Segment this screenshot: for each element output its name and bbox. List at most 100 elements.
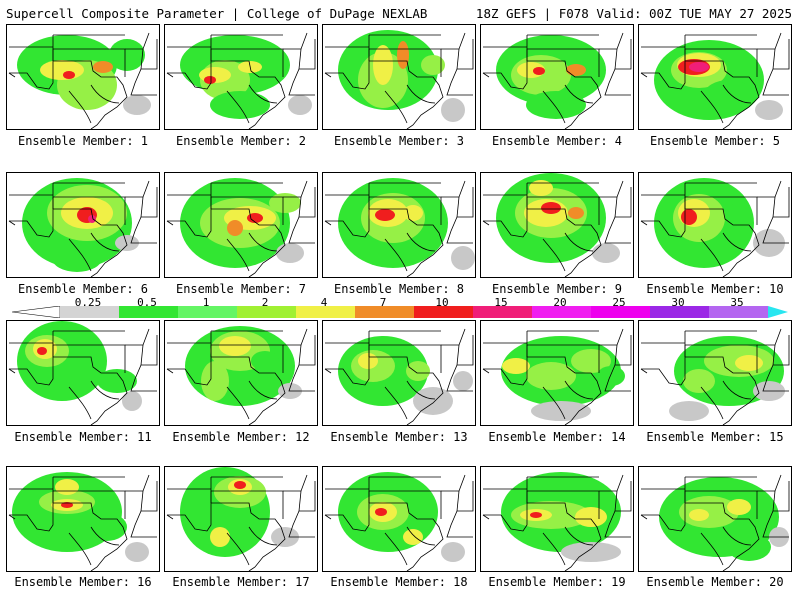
state-boundary <box>542 84 594 124</box>
chart-title: Supercell Composite Parameter | College … <box>6 6 428 21</box>
member-caption: Ensemble Member: 3 <box>333 134 465 148</box>
scp-contour <box>451 246 475 270</box>
state-boundary <box>773 180 790 218</box>
colorbar-segment <box>414 306 473 318</box>
state-boundary <box>640 72 648 78</box>
scp-contour <box>269 193 301 213</box>
state-boundary <box>325 356 444 425</box>
colorbar-segment <box>591 306 650 318</box>
state-boundary <box>457 328 474 366</box>
scp-contour <box>63 71 75 79</box>
state-boundary <box>324 514 332 520</box>
scp-contour <box>566 64 586 76</box>
state-boundary <box>483 60 602 129</box>
scp-contour <box>592 243 620 263</box>
scp-contour <box>453 371 473 391</box>
scp-contour <box>541 202 561 214</box>
scp-contour <box>403 205 423 221</box>
member-caption: Ensemble Member: 20 <box>646 575 784 589</box>
state-boundary <box>482 368 490 374</box>
state-boundary <box>441 48 473 96</box>
scp-field-map <box>482 173 632 277</box>
state-boundary <box>325 477 370 503</box>
state-boundary <box>141 180 158 218</box>
state-boundary <box>226 232 278 272</box>
scp-contour <box>441 542 465 562</box>
scp-field-map <box>324 472 474 571</box>
state-boundary <box>483 477 528 503</box>
ensemble-member-map <box>322 24 476 130</box>
scp-contour <box>52 244 102 272</box>
scp-contour <box>441 98 465 122</box>
scp-contour <box>219 336 251 356</box>
scp-contour <box>568 207 584 219</box>
colorbar-high-arrow <box>768 306 788 318</box>
colorbar-tick-label: 1 <box>202 296 210 309</box>
state-boundary <box>384 84 436 124</box>
scp-contour <box>373 45 393 85</box>
state-boundary <box>283 344 315 392</box>
state-boundary <box>457 180 474 218</box>
state-boundary <box>641 35 686 61</box>
state-boundary <box>542 526 594 566</box>
member-caption: Ensemble Member: 11 <box>14 430 152 444</box>
state-boundary <box>324 220 332 226</box>
scp-contour <box>421 55 445 75</box>
state-boundary <box>125 344 157 392</box>
state-boundary <box>8 514 16 520</box>
colorbar-tick-label: 7 <box>379 296 387 309</box>
state-boundary <box>9 35 54 61</box>
ensemble-member-map <box>164 24 318 130</box>
member-caption: Ensemble Member: 18 <box>330 575 468 589</box>
state-boundary <box>700 380 752 420</box>
member-caption: Ensemble Member: 9 <box>491 282 623 296</box>
state-boundary <box>167 331 212 357</box>
ensemble-member-map <box>638 466 792 572</box>
scp-field-map <box>8 178 158 277</box>
colorbar-segment <box>178 306 237 318</box>
member-caption: Ensemble Member: 10 <box>646 282 784 296</box>
state-boundary <box>641 208 760 277</box>
scp-contour <box>397 41 409 69</box>
state-boundary <box>141 474 158 512</box>
scp-contour <box>109 39 145 71</box>
state-boundary <box>125 490 157 538</box>
state-boundary <box>167 502 286 571</box>
color-scale-bar <box>12 306 788 318</box>
state-boundary <box>599 490 631 538</box>
scp-contour <box>561 542 621 562</box>
state-boundary <box>167 208 286 277</box>
state-boundary <box>441 196 473 244</box>
scp-contour <box>87 513 127 541</box>
scp-contour <box>210 91 270 119</box>
member-caption: Ensemble Member: 13 <box>330 430 468 444</box>
member-caption: Ensemble Member: 8 <box>333 282 465 296</box>
scp-contour <box>40 60 84 80</box>
colorbar-segment <box>119 306 178 318</box>
state-boundary <box>542 232 594 272</box>
scp-contour <box>247 213 263 223</box>
colorbar-tick-label: 0.5 <box>137 296 157 309</box>
state-boundary <box>141 32 158 70</box>
scp-contour <box>115 235 139 251</box>
state-boundary <box>325 183 370 209</box>
colorbar-low-arrow <box>12 306 61 318</box>
state-boundary <box>542 380 594 420</box>
scp-field-map <box>8 472 158 571</box>
ensemble-member-map <box>480 172 634 278</box>
ensemble-member-map <box>164 172 318 278</box>
scp-contour <box>234 481 246 489</box>
colorbar-segment <box>60 306 119 318</box>
state-boundary <box>640 368 648 374</box>
state-boundary <box>167 356 286 425</box>
member-caption: Ensemble Member: 7 <box>175 282 307 296</box>
scp-contour <box>526 91 586 119</box>
member-caption: Ensemble Member: 6 <box>17 282 149 296</box>
scp-contour <box>122 391 142 411</box>
state-boundary <box>384 380 436 420</box>
scp-field-map <box>482 32 632 129</box>
scp-contour <box>123 95 151 115</box>
colorbar-tick-label: 35 <box>730 296 744 309</box>
ensemble-member-map <box>480 24 634 130</box>
scp-contour <box>704 80 754 110</box>
